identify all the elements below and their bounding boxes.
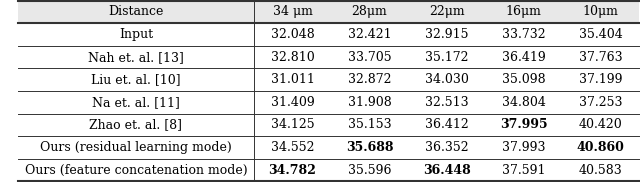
Text: 34.804: 34.804	[502, 96, 546, 109]
Text: 31.409: 31.409	[271, 96, 314, 109]
Text: Ours (feature concatenation mode): Ours (feature concatenation mode)	[24, 163, 247, 177]
Bar	[18, 1, 639, 23]
Text: 34.782: 34.782	[269, 163, 316, 177]
Text: Distance: Distance	[108, 5, 164, 19]
Text: 35.172: 35.172	[425, 51, 468, 64]
Text: 32.915: 32.915	[425, 28, 468, 41]
Text: 33.705: 33.705	[348, 51, 392, 64]
Text: 36.412: 36.412	[425, 118, 468, 131]
Text: 40.860: 40.860	[577, 141, 625, 154]
Text: 37.253: 37.253	[579, 96, 623, 109]
Text: 34.125: 34.125	[271, 118, 314, 131]
Text: 36.448: 36.448	[423, 163, 470, 177]
Text: 37.199: 37.199	[579, 73, 623, 86]
Text: 35.153: 35.153	[348, 118, 392, 131]
Text: 28μm: 28μm	[352, 5, 387, 19]
Text: 32.810: 32.810	[271, 51, 314, 64]
Text: 31.908: 31.908	[348, 96, 392, 109]
Text: 35.404: 35.404	[579, 28, 623, 41]
Text: Nah et. al. [13]: Nah et. al. [13]	[88, 51, 184, 64]
Text: 35.098: 35.098	[502, 73, 545, 86]
Text: 40.420: 40.420	[579, 118, 623, 131]
Text: 35.596: 35.596	[348, 163, 391, 177]
Text: Ours (residual learning mode): Ours (residual learning mode)	[40, 141, 232, 154]
Text: 37.993: 37.993	[502, 141, 545, 154]
Text: 35.688: 35.688	[346, 141, 394, 154]
Text: 34.552: 34.552	[271, 141, 314, 154]
Text: 36.352: 36.352	[425, 141, 468, 154]
Text: 36.419: 36.419	[502, 51, 545, 64]
Text: 34.030: 34.030	[425, 73, 468, 86]
Text: 40.583: 40.583	[579, 163, 623, 177]
Text: 37.591: 37.591	[502, 163, 545, 177]
Text: Liu et. al. [10]: Liu et. al. [10]	[91, 73, 180, 86]
Text: Input: Input	[119, 28, 153, 41]
Text: 16μm: 16μm	[506, 5, 541, 19]
Text: 32.421: 32.421	[348, 28, 392, 41]
Text: Na et. al. [11]: Na et. al. [11]	[92, 96, 180, 109]
Text: 22μm: 22μm	[429, 5, 465, 19]
Text: 32.872: 32.872	[348, 73, 391, 86]
Text: 32.048: 32.048	[271, 28, 314, 41]
Text: 34 μm: 34 μm	[273, 5, 312, 19]
Text: 37.995: 37.995	[500, 118, 547, 131]
Text: 31.011: 31.011	[271, 73, 314, 86]
Text: 32.513: 32.513	[425, 96, 468, 109]
Text: 37.763: 37.763	[579, 51, 623, 64]
Text: 33.732: 33.732	[502, 28, 545, 41]
Text: Zhao et. al. [8]: Zhao et. al. [8]	[90, 118, 182, 131]
Text: 10μm: 10μm	[583, 5, 619, 19]
